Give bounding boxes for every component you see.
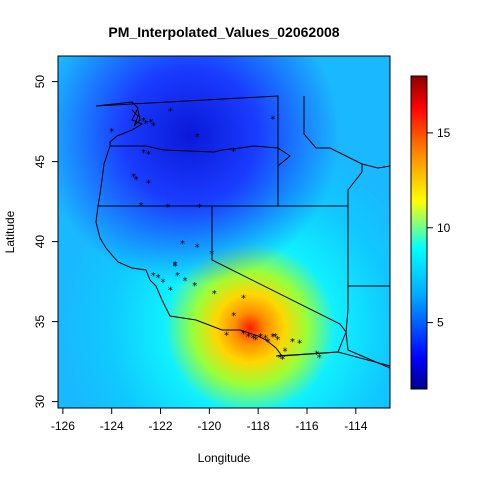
- monitor-marker: *: [173, 260, 178, 271]
- monitor-marker: *: [165, 202, 170, 213]
- colorbar: 5 10 15: [410, 75, 451, 390]
- x-tick-label: -118: [247, 419, 270, 433]
- colorbar-ticks: 5 10 15: [427, 126, 451, 330]
- x-tick-label: -122: [149, 419, 173, 433]
- monitor-marker: *: [212, 289, 217, 300]
- monitor-marker: *: [273, 332, 278, 343]
- colorbar-tick-label: 15: [437, 126, 451, 140]
- monitor-marker: *: [141, 148, 146, 159]
- x-tick-label: -116: [295, 419, 318, 433]
- monitor-marker: *: [180, 239, 185, 250]
- heatmap-field: [58, 56, 390, 408]
- monitor-marker: *: [141, 116, 146, 127]
- monitor-marker: *: [151, 121, 156, 132]
- monitor-marker: *: [275, 335, 280, 346]
- chart-title: PM_Interpolated_Values_02062008: [108, 24, 339, 40]
- monitor-marker: *: [148, 118, 153, 129]
- monitor-marker: *: [151, 271, 156, 282]
- monitor-marker: *: [278, 353, 283, 364]
- monitor-marker: *: [270, 332, 275, 343]
- monitor-marker: *: [231, 311, 236, 322]
- y-tick-label: 30: [33, 395, 47, 409]
- y-tick-label: 45: [33, 155, 47, 169]
- y-tick-label: 50: [33, 75, 47, 89]
- monitor-marker: *: [280, 354, 285, 365]
- monitor-marker: *: [241, 294, 246, 305]
- x-axis: -126 -124 -122 -120 -118 -116 -114: [51, 408, 368, 433]
- x-tick-label: -126: [51, 419, 75, 433]
- monitor-marker: *: [109, 127, 114, 138]
- monitor-marker: *: [197, 202, 202, 213]
- monitor-marker: *: [143, 119, 148, 130]
- monitor-marker: *: [209, 249, 214, 260]
- monitor-marker: *: [241, 329, 246, 340]
- monitor-marker: *: [246, 332, 251, 343]
- monitor-marker: *: [139, 201, 144, 212]
- monitor-marker: *: [131, 172, 136, 183]
- monitor-marker: *: [253, 335, 258, 346]
- monitor-marker: *: [160, 278, 165, 289]
- state-boundaries: [95, 95, 390, 369]
- monitor-marker: *: [195, 242, 200, 253]
- monitor-marker: *: [173, 262, 178, 273]
- monitor-marker: *: [317, 353, 322, 364]
- monitor-marker: *: [231, 146, 236, 157]
- colorbar-tick-label: 5: [437, 316, 444, 330]
- monitor-marker: *: [146, 150, 151, 161]
- monitor-marker: *: [263, 334, 268, 345]
- monitor-marker: *: [146, 178, 151, 189]
- monitor-marker: *: [168, 286, 173, 297]
- monitor-marker: *: [168, 106, 173, 117]
- plot-frame: [57, 55, 391, 409]
- monitor-marker: *: [156, 273, 161, 284]
- y-tick-label: 40: [33, 235, 47, 249]
- colorbar-tick-label: 10: [437, 221, 451, 235]
- x-tick-label: -120: [197, 419, 221, 433]
- x-tick-label: -124: [100, 419, 124, 433]
- colorbar-scale: [410, 75, 428, 390]
- monitor-marker: *: [258, 332, 263, 343]
- y-axis-label: Latitude: [3, 210, 17, 253]
- monitor-marker: *: [175, 271, 180, 282]
- x-axis-label: Longitude: [198, 451, 251, 465]
- monitor-marker: *: [195, 132, 200, 143]
- monitor-marker: *: [270, 114, 275, 125]
- monitor-marker: *: [251, 334, 256, 345]
- monitor-marker: *: [224, 330, 229, 341]
- monitor-marker: *: [290, 337, 295, 348]
- monitor-markers: ** ******* * *** ** * ** ***** * ** ** ** *** * * ** * * *…: [109, 106, 322, 365]
- monitor-marker: *: [297, 338, 302, 349]
- y-axis: 30 35 40 45 50: [33, 75, 58, 409]
- x-tick-label: -114: [344, 419, 367, 433]
- monitor-marker: *: [192, 281, 197, 292]
- y-tick-label: 35: [33, 315, 47, 329]
- monitor-marker: *: [134, 175, 139, 186]
- monitor-marker: *: [314, 350, 319, 361]
- monitor-marker: *: [182, 276, 187, 287]
- monitor-marker: *: [265, 337, 270, 348]
- monitor-marker: *: [283, 346, 288, 357]
